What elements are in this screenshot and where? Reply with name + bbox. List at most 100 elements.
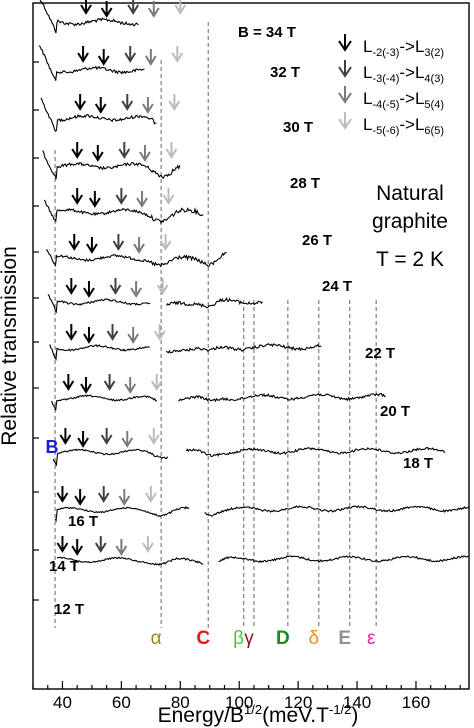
arrow-34T-4 <box>147 1 160 18</box>
field-label-12T: 12 T <box>54 601 84 618</box>
arrow-32T-2 <box>97 49 110 66</box>
arrow-20T-3 <box>106 324 119 341</box>
legend-2-arrow: -> <box>399 63 415 82</box>
trace-34T-segment-1 <box>39 0 139 34</box>
arrow-22T-4 <box>130 281 142 298</box>
field-label-26T: 26 T <box>302 232 332 249</box>
field-labels: B = 34 T 32 T 30 T 28 T 26 T 24 T 22 T 20 T 18 T… <box>49 24 433 618</box>
arrow-14T-1 <box>56 486 69 503</box>
x-tick-label-160: 160 <box>402 693 430 712</box>
arrow-28T-5 <box>165 142 178 159</box>
legend-3-sub2: 5(4) <box>424 99 444 111</box>
legend-1-sub1: -2(-3) <box>372 47 399 59</box>
arrow-14T-4 <box>118 489 131 506</box>
arrow-32T-4 <box>144 49 157 66</box>
svg-text:L-4(-5)->L5(4): L-4(-5)->L5(4) <box>363 89 444 111</box>
guide-label-7: δ <box>308 628 319 649</box>
temperature-label: T = 2 K <box>376 248 444 271</box>
trace-32T-segment-1 <box>38 45 145 81</box>
field-label-14T: 14 T <box>49 558 79 575</box>
arrow-22T-5 <box>156 278 169 295</box>
arrow-28T-4 <box>139 145 151 162</box>
legend-4-sub2: 6(5) <box>424 125 444 137</box>
trace-12T-segment-1 <box>56 556 204 566</box>
trace-18T-segment-1 <box>51 394 157 411</box>
arrow-34T-5 <box>174 0 187 15</box>
arrow-32T-1 <box>77 46 89 63</box>
legend-3-L2: L <box>415 89 424 108</box>
legend-item-4: L-5(-6)->L6(5) <box>338 112 444 137</box>
svg-text:L-3(-4)->L4(3): L-3(-4)->L4(3) <box>363 63 444 85</box>
field-label-20T: 20 T <box>380 403 410 420</box>
legend: L-2(-3)->L3(2) L-3(-4)->L4(3) L-4(-5)->L… <box>338 34 444 137</box>
arrow-16T-4 <box>121 431 134 448</box>
legend-3-L: L <box>363 89 372 108</box>
trace-30T-segment-1 <box>40 97 157 133</box>
trace-18T-segment-2 <box>178 393 386 403</box>
legend-arrow-1 <box>338 34 352 52</box>
guide-label-3: C <box>196 628 210 649</box>
legend-item-2: L-3(-4)->L4(3) <box>338 60 444 85</box>
legend-2-L: L <box>363 63 372 82</box>
svg-text:L-5(-6)->L6(5): L-5(-6)->L6(5) <box>363 115 444 137</box>
trace-14T-segment-1 <box>54 506 190 523</box>
arrow-12T-3 <box>94 536 107 553</box>
x-axis-label: Energy/B1/2(meV.T-1/2) <box>158 702 359 727</box>
legend-4-sub1: -5(-6) <box>372 125 399 137</box>
legend-1-L: L <box>363 37 372 56</box>
arrow-28T-2 <box>91 145 104 162</box>
y-axis-ticks <box>33 61 39 601</box>
legend-3-sub1: -4(-5) <box>372 99 399 111</box>
arrow-24T-2 <box>86 237 98 254</box>
arrow-30T-3 <box>121 94 134 111</box>
arrow-20T-5 <box>153 324 166 341</box>
arrow-26T-4 <box>136 191 148 208</box>
legend-2-sub1: -3(-4) <box>372 73 399 85</box>
arrow-26T-5 <box>162 188 175 205</box>
arrow-32T-3 <box>124 46 137 63</box>
arrow-14T-5 <box>144 486 157 503</box>
arrow-12T-1 <box>56 536 69 553</box>
arrow-30T-5 <box>168 94 181 111</box>
legend-4-arrow: -> <box>399 115 415 134</box>
trace-26T-segment-1 <box>43 199 204 225</box>
arrow-34T-2 <box>100 1 113 18</box>
arrow-34T-1 <box>80 0 92 15</box>
field-label-28T: 28 T <box>290 175 320 192</box>
legend-3-arrow: -> <box>399 89 415 108</box>
legend-item-1: L-2(-3)->L3(2) <box>338 34 444 59</box>
arrow-12T-2 <box>71 539 84 556</box>
field-label-32T: 32 T <box>270 64 300 81</box>
field-label-30T: 30 T <box>283 119 313 136</box>
guide-label-9: ε <box>367 628 376 649</box>
arrow-28T-1 <box>71 142 84 159</box>
x-tick-label-100: 100 <box>225 693 253 712</box>
arrow-20T-1 <box>65 324 78 341</box>
arrow-32T-5 <box>171 46 184 63</box>
legend-4-L: L <box>363 115 372 134</box>
legend-arrow-4 <box>338 112 352 130</box>
arrow-20T-4 <box>127 327 140 344</box>
field-label-16T: 16 T <box>68 513 98 530</box>
guide-label-4: β <box>233 628 244 649</box>
guide-label-6: D <box>276 628 290 649</box>
field-label-22T: 22 T <box>365 345 395 362</box>
x-axis-ticks: 40 60 80 100 120 140 160 <box>32 681 461 712</box>
trace-16T-segment-1 <box>52 448 169 466</box>
legend-2-L2: L <box>415 63 424 82</box>
guide-label-5: γ <box>244 628 254 649</box>
arrow-16T-2 <box>77 431 89 448</box>
sample-label-line2: graphite <box>372 210 448 233</box>
legend-item-3: L-4(-5)->L5(4) <box>338 86 444 111</box>
arrow-22T-2 <box>83 281 95 298</box>
arrow-18T-2 <box>80 377 92 394</box>
trace-24T-segment-1 <box>45 249 227 268</box>
x-tick-label-60: 60 <box>112 693 131 712</box>
arrow-12T-4 <box>115 539 128 556</box>
x-tick-label-140: 140 <box>343 693 371 712</box>
arrow-24T-5 <box>159 234 172 251</box>
legend-arrow-3 <box>338 86 352 104</box>
arrow-14T-3 <box>97 486 110 503</box>
